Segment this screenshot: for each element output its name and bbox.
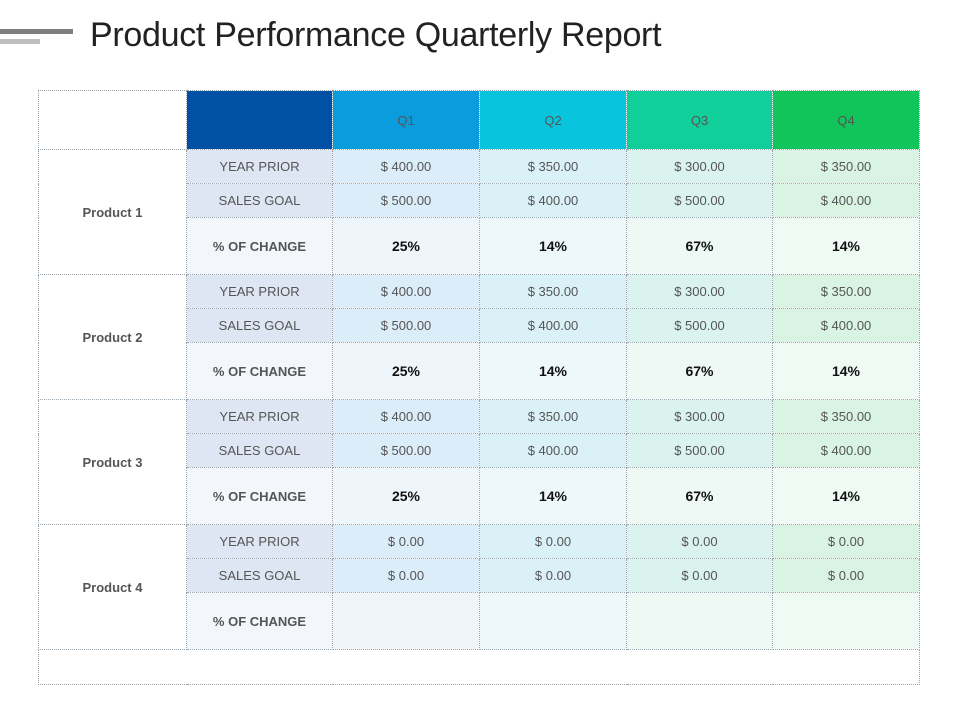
quarter-header-row: Q1 Q2 Q3 Q4 bbox=[38, 90, 920, 150]
table-row: Product 3 YEAR PRIOR $ 400.00 $ 350.00 $ 300… bbox=[38, 399, 920, 525]
value-cell: $ 400.00 bbox=[479, 183, 627, 218]
row-label: YEAR PRIOR bbox=[186, 524, 333, 559]
value-cell: $ 0.00 bbox=[332, 524, 480, 559]
value-cell: 67% bbox=[626, 217, 773, 275]
header-blank-cell bbox=[186, 90, 333, 150]
table-row: SALES GOAL $ 500.00 $ 400.00 $ 500.00 $ 400.… bbox=[39, 308, 920, 343]
value-cell: $ 400.00 bbox=[479, 433, 627, 468]
value-cell: $ 500.00 bbox=[332, 308, 480, 343]
value-cell: $ 350.00 bbox=[772, 274, 920, 309]
row-label: % OF CHANGE bbox=[186, 592, 333, 650]
value-cell: 14% bbox=[479, 342, 627, 400]
value-cell bbox=[626, 592, 773, 650]
value-cell: $ 0.00 bbox=[772, 524, 920, 559]
product-name: Product 1 bbox=[38, 149, 187, 275]
table-row: % OF CHANGE bbox=[39, 592, 920, 650]
value-cell: $ 400.00 bbox=[332, 274, 480, 309]
value-cell: 14% bbox=[772, 467, 920, 525]
title-accent-bar-light bbox=[0, 39, 40, 44]
table-row: SALES GOAL $ 500.00 $ 400.00 $ 500.00 $ 400.… bbox=[39, 433, 920, 468]
row-label: YEAR PRIOR bbox=[186, 274, 333, 309]
value-cell: $ 400.00 bbox=[332, 399, 480, 434]
page-title: Product Performance Quarterly Report bbox=[90, 16, 662, 54]
value-cell: 25% bbox=[332, 342, 480, 400]
value-cell: $ 0.00 bbox=[626, 558, 773, 593]
value-cell: $ 300.00 bbox=[626, 149, 773, 184]
value-cell: $ 400.00 bbox=[479, 308, 627, 343]
row-label: YEAR PRIOR bbox=[186, 399, 333, 434]
value-cell bbox=[479, 592, 627, 650]
row-label: SALES GOAL bbox=[186, 183, 333, 218]
value-cell: $ 350.00 bbox=[479, 274, 627, 309]
row-label: SALES GOAL bbox=[186, 308, 333, 343]
value-cell: $ 350.00 bbox=[772, 399, 920, 434]
value-cell: $ 500.00 bbox=[332, 183, 480, 218]
footer-blank-cell bbox=[38, 649, 920, 685]
header-corner-blank bbox=[38, 90, 187, 150]
table-row: Product 1 YEAR PRIOR $ 400.00 $ 350.00 $ 300… bbox=[38, 149, 920, 275]
quarterly-report-table: Q1 Q2 Q3 Q4 Product 1 YEAR PRIOR $ 400.00 $… bbox=[38, 90, 920, 685]
row-label: % OF CHANGE bbox=[186, 342, 333, 400]
value-cell: $ 0.00 bbox=[479, 558, 627, 593]
value-cell: $ 400.00 bbox=[772, 308, 920, 343]
row-label: % OF CHANGE bbox=[186, 217, 333, 275]
table-row: % OF CHANGE 25% 14% 67% 14% bbox=[39, 342, 920, 400]
value-cell: 67% bbox=[626, 467, 773, 525]
table-row: Product 2 YEAR PRIOR $ 400.00 $ 350.00 $ 300… bbox=[38, 274, 920, 400]
header-q3: Q3 bbox=[626, 90, 773, 150]
value-cell: $ 350.00 bbox=[772, 149, 920, 184]
row-label: YEAR PRIOR bbox=[186, 149, 333, 184]
value-cell: 14% bbox=[772, 342, 920, 400]
header-q2: Q2 bbox=[479, 90, 627, 150]
value-cell bbox=[772, 592, 920, 650]
value-cell: $ 300.00 bbox=[626, 274, 773, 309]
row-label: SALES GOAL bbox=[186, 558, 333, 593]
value-cell: $ 0.00 bbox=[626, 524, 773, 559]
table-row: SALES GOAL $ 0.00 $ 0.00 $ 0.00 $ 0.00 bbox=[39, 558, 920, 593]
table-row: Product 4 YEAR PRIOR $ 0.00 $ 0.00 $ 0.00 $ 0… bbox=[38, 524, 920, 650]
value-cell: $ 500.00 bbox=[332, 433, 480, 468]
value-cell: $ 0.00 bbox=[772, 558, 920, 593]
value-cell bbox=[332, 592, 480, 650]
row-label: SALES GOAL bbox=[186, 433, 333, 468]
row-label: % OF CHANGE bbox=[186, 467, 333, 525]
table-row: % OF CHANGE 25% 14% 67% 14% bbox=[39, 467, 920, 525]
header-q4: Q4 bbox=[772, 90, 920, 150]
product-name: Product 2 bbox=[38, 274, 187, 400]
value-cell: $ 0.00 bbox=[479, 524, 627, 559]
product-name: Product 4 bbox=[38, 524, 187, 650]
title-accent-bar-dark bbox=[0, 29, 73, 34]
table-row: % OF CHANGE 25% 14% 67% 14% bbox=[39, 217, 920, 275]
value-cell: $ 0.00 bbox=[332, 558, 480, 593]
value-cell: 25% bbox=[332, 217, 480, 275]
product-name: Product 3 bbox=[38, 399, 187, 525]
table-row: SALES GOAL $ 500.00 $ 400.00 $ 500.00 $ 400.… bbox=[39, 183, 920, 218]
value-cell: $ 500.00 bbox=[626, 183, 773, 218]
value-cell: 14% bbox=[772, 217, 920, 275]
value-cell: $ 400.00 bbox=[772, 433, 920, 468]
value-cell: $ 400.00 bbox=[332, 149, 480, 184]
value-cell: 25% bbox=[332, 467, 480, 525]
value-cell: $ 350.00 bbox=[479, 399, 627, 434]
value-cell: 14% bbox=[479, 467, 627, 525]
value-cell: $ 500.00 bbox=[626, 308, 773, 343]
value-cell: $ 500.00 bbox=[626, 433, 773, 468]
value-cell: $ 300.00 bbox=[626, 399, 773, 434]
value-cell: 67% bbox=[626, 342, 773, 400]
value-cell: 14% bbox=[479, 217, 627, 275]
table-footer-row bbox=[38, 649, 920, 685]
value-cell: $ 350.00 bbox=[479, 149, 627, 184]
header-q1: Q1 bbox=[332, 90, 480, 150]
value-cell: $ 400.00 bbox=[772, 183, 920, 218]
